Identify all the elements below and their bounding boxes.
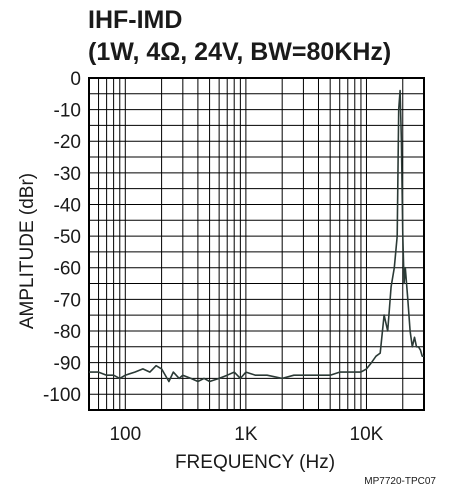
y-tick-label: 0 [70,69,81,90]
y-tick-label: -70 [54,290,81,311]
y-tick-label: -50 [54,227,81,248]
y-tick-label: -90 [54,354,81,375]
series-line [89,89,424,383]
y-tick-label: -80 [54,322,81,343]
y-tick-label: -100 [43,385,81,406]
x-tick-label: 1K [234,424,258,445]
chart-title-line2: (1W, 4Ω, 24V, BW=80KHz) [88,38,392,66]
figure-code: MP7720-TPC07 [364,476,436,487]
x-tick-label: 10K [350,424,384,445]
chart-title-line1: IHF-IMD [88,6,183,34]
y-tick-label: -60 [54,259,81,280]
y-tick-label: -40 [54,195,81,216]
plot-frame [88,77,425,411]
y-tick-label: -30 [54,164,81,185]
y-axis-label: AMPLITUDE (dBr) [17,172,38,330]
x-tick-label: 100 [109,424,141,445]
x-axis-label: FREQUENCY (Hz) [174,452,336,473]
y-tick-label: -10 [54,101,81,122]
y-tick-label: -20 [54,132,81,153]
